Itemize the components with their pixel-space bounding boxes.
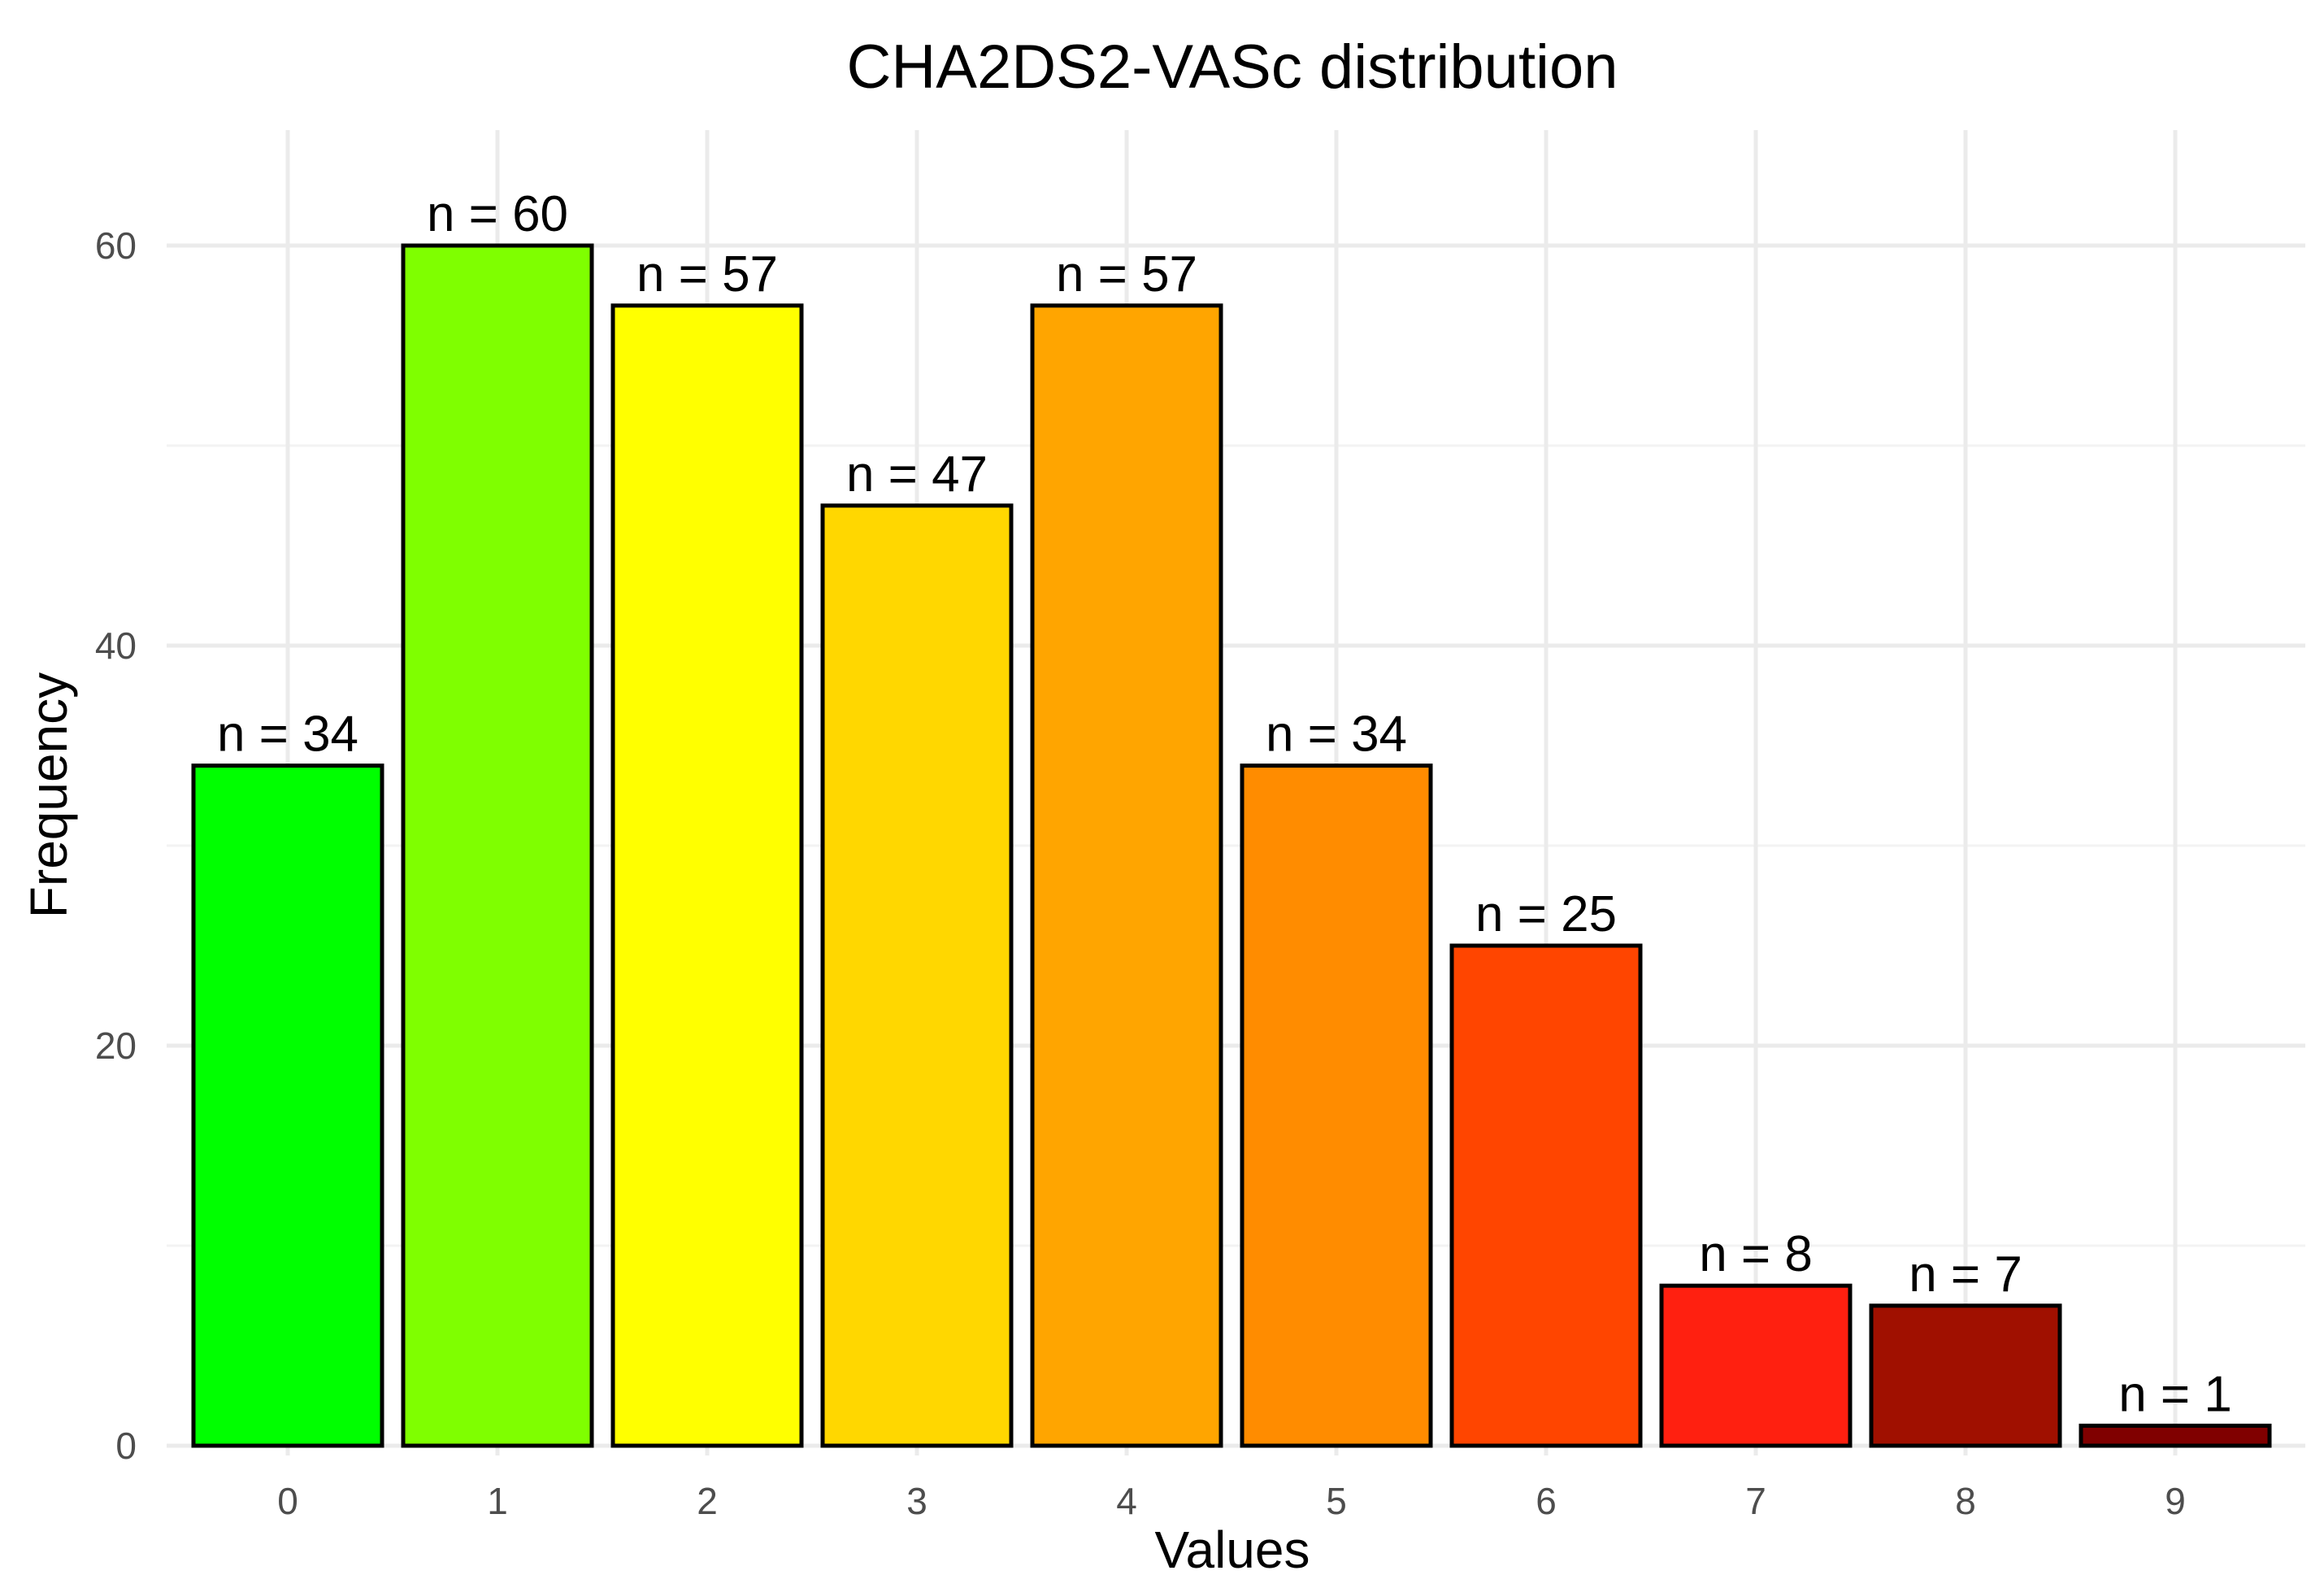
x-tick-label-1: 1 [487, 1480, 508, 1522]
data-label-8: n = 7 [1909, 1246, 2022, 1303]
y-tick-label-60: 60 [95, 224, 137, 267]
data-label-7: n = 8 [1699, 1226, 1813, 1282]
data-label-2: n = 57 [636, 246, 778, 302]
x-axis-ticks: 0 1 2 3 4 5 6 7 8 9 [277, 1480, 2186, 1522]
bar-6 [1449, 943, 1643, 1448]
data-label-4: n = 57 [1056, 246, 1197, 302]
x-tick-label-8: 8 [1955, 1480, 1976, 1522]
bar-8 [1869, 1303, 2062, 1448]
bar-9 [2079, 1423, 2272, 1448]
bar-3 [820, 503, 1014, 1448]
data-label-5: n = 34 [1266, 707, 1407, 763]
bars-group [191, 243, 2272, 1448]
x-axis-title: Values [1155, 1521, 1310, 1579]
data-label-1: n = 60 [427, 186, 568, 242]
data-label-3: n = 47 [846, 446, 988, 503]
chart-title: CHA2DS2-VASc distribution [847, 33, 1618, 102]
data-label-0: n = 34 [217, 707, 358, 763]
bar-2 [610, 303, 804, 1448]
y-axis-title: Frequency [20, 672, 78, 918]
x-tick-label-0: 0 [277, 1480, 298, 1522]
bar-5 [1240, 764, 1433, 1448]
x-tick-label-7: 7 [1745, 1480, 1766, 1522]
y-axis-ticks: 0 20 40 60 [95, 224, 137, 1467]
data-label-9: n = 1 [2118, 1366, 2232, 1422]
x-tick-label-2: 2 [697, 1480, 718, 1522]
x-tick-label-3: 3 [906, 1480, 927, 1522]
x-tick-label-4: 4 [1116, 1480, 1137, 1522]
y-tick-label-20: 20 [95, 1025, 137, 1067]
bar-1 [401, 243, 594, 1448]
bar-0 [191, 764, 384, 1448]
x-tick-label-5: 5 [1326, 1480, 1347, 1522]
bar-7 [1659, 1283, 1853, 1448]
x-tick-label-9: 9 [2165, 1480, 2186, 1522]
data-label-6: n = 25 [1475, 886, 1617, 942]
data-labels-group: n = 34 n = 60 n = 57 n = 47 n = 57 n = 34 n = … [217, 186, 2232, 1422]
bar-4 [1030, 303, 1223, 1448]
x-tick-label-6: 6 [1536, 1480, 1557, 1522]
y-tick-label-0: 0 [115, 1425, 137, 1467]
y-tick-label-40: 40 [95, 624, 137, 667]
